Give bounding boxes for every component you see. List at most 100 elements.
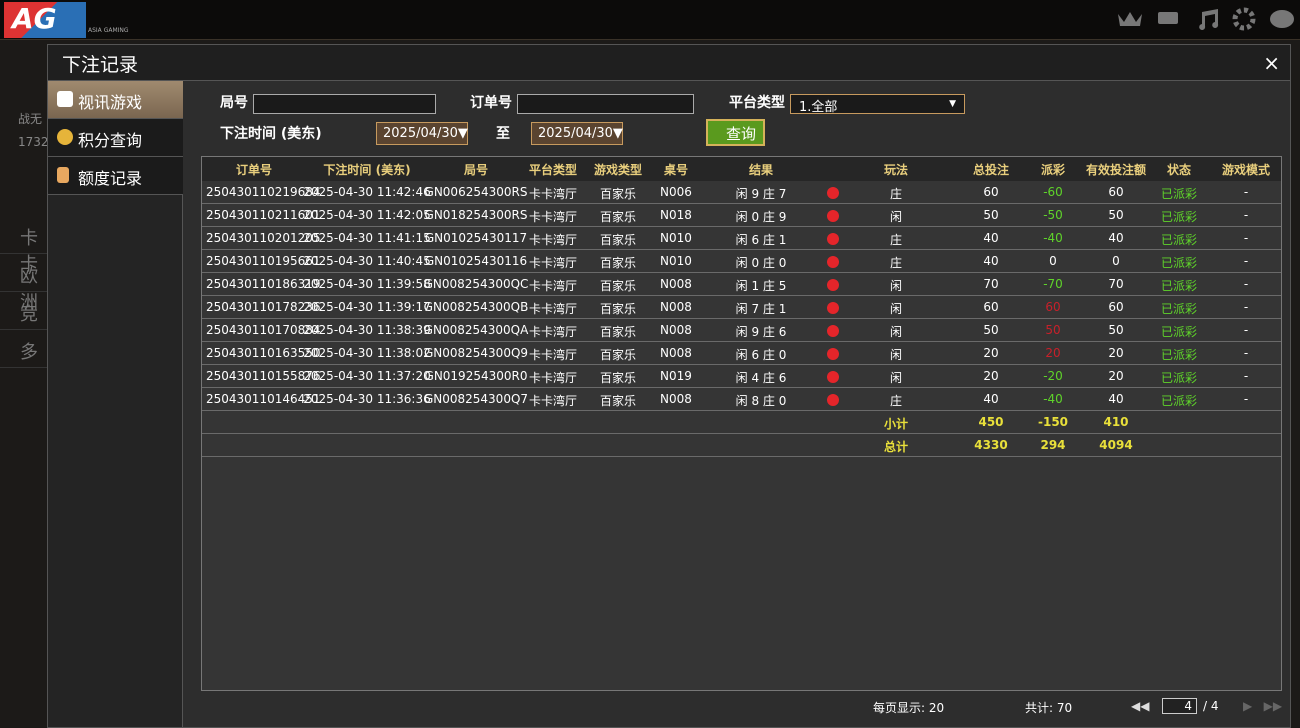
video-icon[interactable] [827,302,839,314]
top-bar: AG ASIA GAMING [0,0,1300,40]
cell: GN01025430117 [424,231,528,245]
dialog: 下注记录 × 视讯游戏 积分查询 额度记录 局号 订单号 平台类型 1.全部 ▼ … [47,44,1291,728]
cell: 250430110186319 [206,277,321,291]
cell: 闲 0 庄 9 [735,210,787,224]
records-table: 订单号 下注时间 (美东) 局号 平台类型 游戏类型 桌号 结果 玩法 总投注 派彩 有效投注额 状态… [201,156,1282,691]
label: 额度记录 [78,169,143,188]
video-icon[interactable] [827,371,839,383]
cell: - [1243,392,1249,406]
cell: 百家乐 [599,233,637,247]
chat-icon[interactable] [1158,12,1178,24]
cell: 250430110155876 [206,369,321,383]
cell: 2025-04-30 11:39:58 [303,277,431,291]
video-icon[interactable] [827,210,839,222]
video-icon[interactable] [827,279,839,291]
close-button[interactable]: × [1263,51,1280,75]
cell: - [1243,323,1249,337]
total-value: 4330 [974,438,1008,452]
column-header: 游戏类型 [593,163,643,177]
date-to[interactable]: 2025/04/30▼ [531,122,623,145]
video-icon[interactable] [827,325,839,337]
round-label: 局号 [220,95,248,111]
video-icon[interactable] [827,233,839,245]
cell: GN008254300QC [423,277,529,291]
sidebar: 视讯游戏 积分查询 额度记录 [48,81,183,727]
next-page[interactable]: ▶ ▶▶ [1243,699,1283,713]
cell: N010 [660,254,692,268]
cell: 20 [983,369,999,383]
cell: 闲 4 庄 6 [735,371,787,385]
query-button[interactable]: 查询 [706,119,765,146]
cell: 百家乐 [599,279,637,293]
table-header: 订单号 下注时间 (美东) 局号 平台类型 游戏类型 桌号 结果 玩法 总投注 派彩 有效投注额 状态… [202,157,1281,181]
cell: 70 [983,277,999,291]
sidebar-item[interactable]: 视讯游戏 [48,81,183,119]
cell: 250430110170884 [206,323,321,337]
cell: 20 [1045,346,1061,360]
table-row: 250430110195661 2025-04-30 11:40:45 GN0102… [202,250,1281,273]
cell: 60 [983,300,999,314]
cell: 50 [1108,323,1124,337]
cell: 闲 8 庄 0 [735,394,787,408]
first-page[interactable]: ◀◀ [1131,699,1150,713]
table-row: 250430110201205 2025-04-30 11:41:15 GN0102… [202,227,1281,250]
date-from[interactable]: 2025/04/30▼ [376,122,468,145]
music-icon[interactable] [1199,9,1219,30]
table-row: 250430110170884 2025-04-30 11:38:39 GN0082… [202,319,1281,342]
column-header: 总投注 [972,163,1010,177]
video-icon[interactable] [827,394,839,406]
cell: 50 [1045,323,1061,337]
cell: N008 [660,392,692,406]
cell: 闲 [889,279,903,293]
cell: 60 [1045,300,1061,314]
cell: 已派彩 [1160,394,1198,408]
cell: 百家乐 [599,187,637,201]
page-input[interactable]: 4 [1162,698,1197,714]
order-input[interactable] [517,94,694,114]
cell: 已派彩 [1160,371,1198,385]
cell: N010 [660,231,692,245]
cell: -20 [1043,369,1063,383]
sidebar-item[interactable]: 积分查询 [48,119,183,157]
vip-icon[interactable] [1118,12,1142,26]
cell: 闲 [889,348,903,362]
label: 积分查询 [78,131,143,150]
logo-sub: ASIA GAMING [88,27,129,34]
platform-select[interactable]: 1.全部 ▼ [790,94,965,115]
cell: 0 [1112,254,1120,268]
cell: -50 [1043,208,1063,222]
logo[interactable]: AG [4,2,86,38]
subtotal-label: 小计 [883,417,909,431]
cell: -70 [1043,277,1063,291]
total-value: 4094 [1099,438,1133,452]
cell: 2025-04-30 11:42:46 [303,185,431,199]
cell: N018 [660,208,692,222]
table-row: 250430110146451 2025-04-30 11:36:36 GN0082… [202,388,1281,411]
sidebar-item[interactable]: 额度记录 [48,157,183,195]
cell: 闲 [889,371,903,385]
cell: 2025-04-30 11:38:02 [303,346,431,360]
settings-icon[interactable] [1232,7,1256,31]
cell: 250430110219684 [206,185,321,199]
video-icon[interactable] [827,256,839,268]
video-icon[interactable] [827,187,839,199]
cell: - [1243,300,1249,314]
cell: 2025-04-30 11:36:36 [303,392,431,406]
label: 视讯游戏 [78,93,143,112]
round-input[interactable] [253,94,436,114]
message-icon[interactable] [1270,10,1294,28]
bg-user: 战无 [18,112,43,126]
video-icon[interactable] [827,348,839,360]
total-label: 总计 [883,440,909,454]
cell: 2025-04-30 11:41:15 [303,231,431,245]
cell: 百家乐 [599,256,637,270]
cell: 卡卡湾厅 [528,394,578,408]
cell: N008 [660,300,692,314]
column-header: 有效投注额 [1085,163,1147,177]
cell: 已派彩 [1160,187,1198,201]
cell: 0 [1049,254,1057,268]
cell: 已派彩 [1160,348,1198,362]
subtotal-value: 450 [978,415,1004,429]
record-count: 共计: 70 [1025,701,1073,715]
cell: - [1243,346,1249,360]
